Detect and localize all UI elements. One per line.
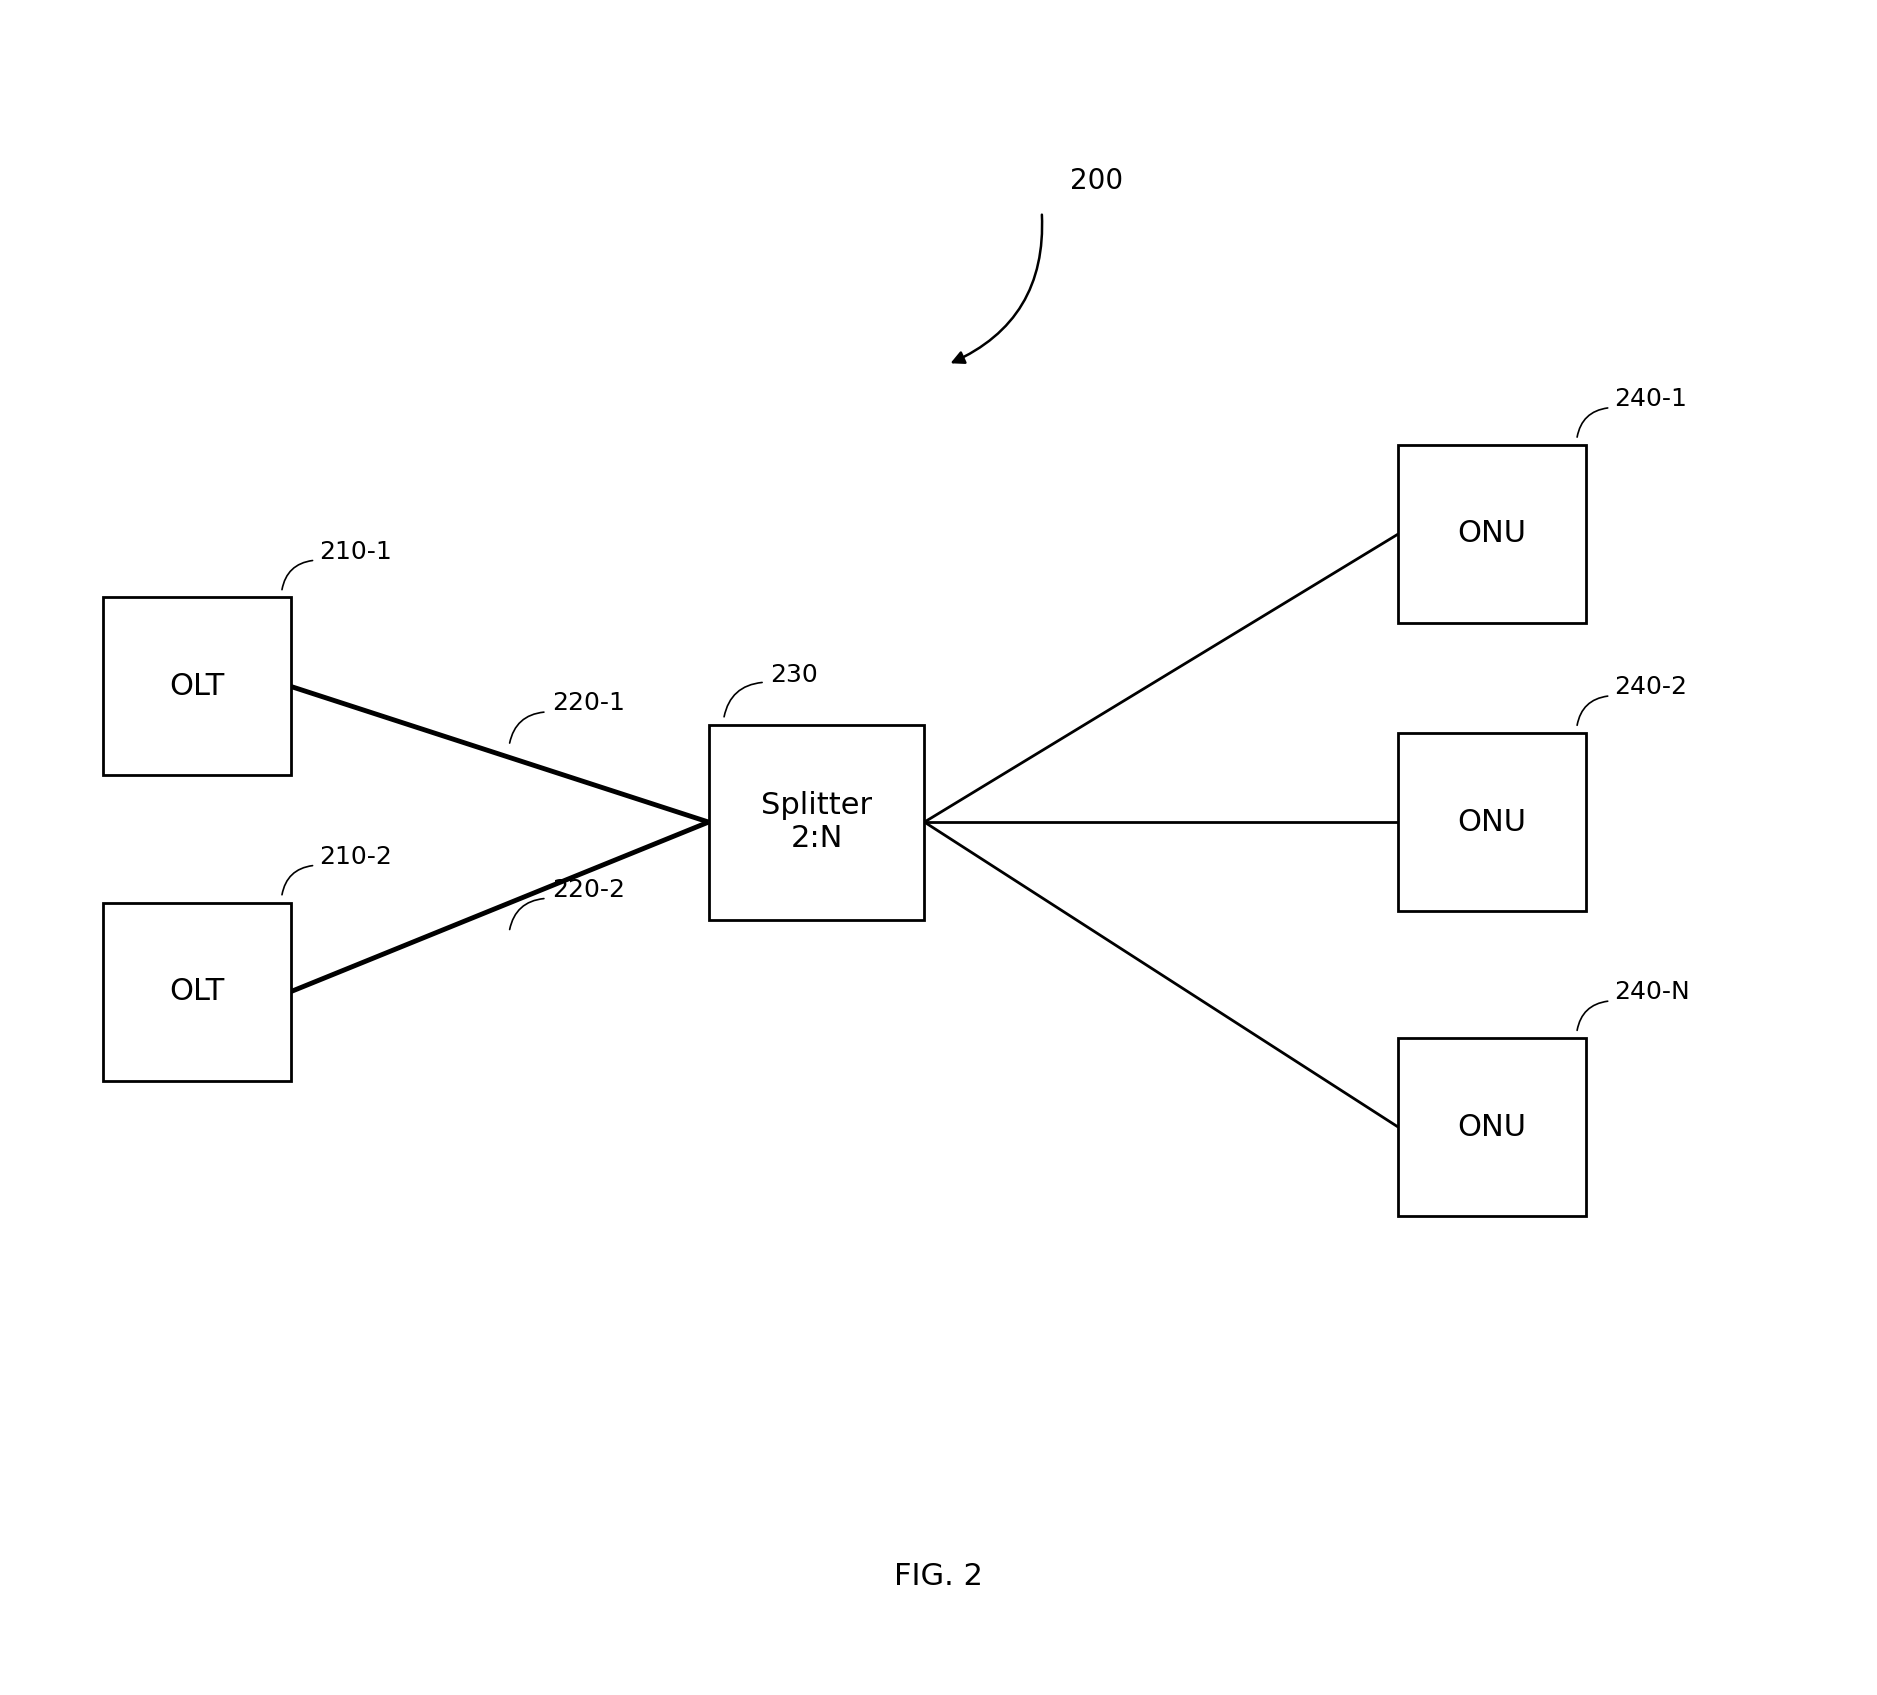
Text: 220-2: 220-2: [552, 878, 625, 902]
FancyBboxPatch shape: [103, 598, 291, 776]
Text: 240-1: 240-1: [1614, 386, 1687, 410]
Text: ONU: ONU: [1458, 519, 1526, 549]
Text: OLT: OLT: [169, 976, 225, 1007]
FancyBboxPatch shape: [103, 903, 291, 1081]
Text: 220-1: 220-1: [552, 692, 625, 715]
Text: 240-N: 240-N: [1614, 980, 1689, 1003]
FancyBboxPatch shape: [1398, 444, 1586, 622]
Text: 230: 230: [770, 663, 818, 688]
FancyBboxPatch shape: [710, 725, 923, 919]
Text: ONU: ONU: [1458, 807, 1526, 837]
FancyBboxPatch shape: [1398, 1037, 1586, 1217]
Text: 200: 200: [1070, 166, 1122, 195]
FancyBboxPatch shape: [1398, 732, 1586, 912]
Text: OLT: OLT: [169, 671, 225, 702]
Text: FIG. 2: FIG. 2: [893, 1561, 984, 1592]
Text: 210-2: 210-2: [319, 844, 392, 868]
Text: 240-2: 240-2: [1614, 675, 1687, 698]
Text: Splitter
2:N: Splitter 2:N: [760, 792, 873, 853]
Text: ONU: ONU: [1458, 1112, 1526, 1142]
Text: 210-1: 210-1: [319, 539, 392, 563]
